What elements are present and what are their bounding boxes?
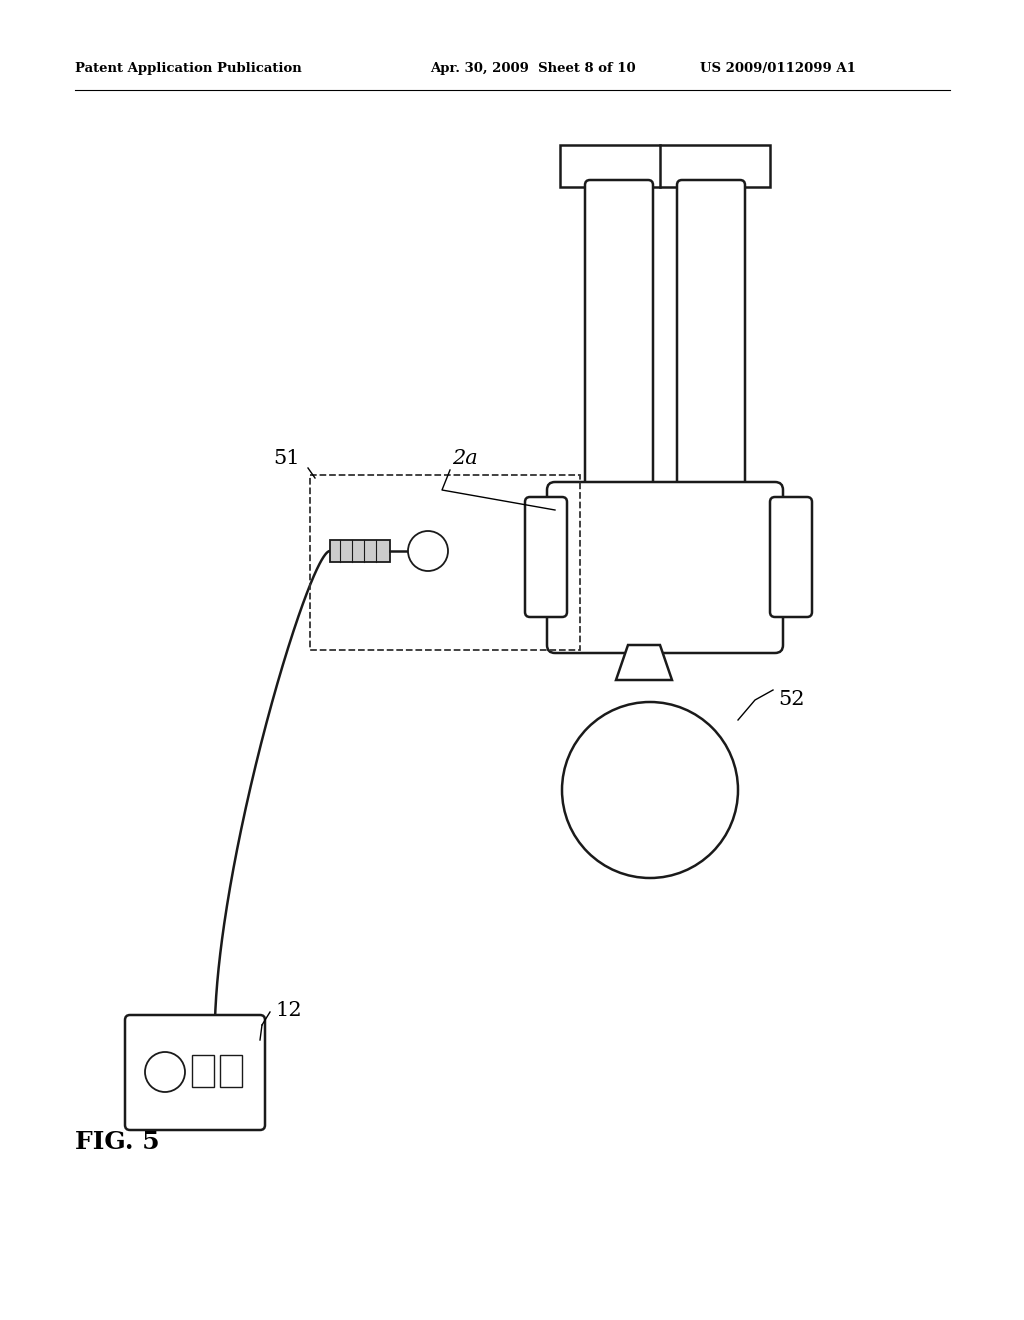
- Text: 12: 12: [275, 1001, 302, 1019]
- FancyBboxPatch shape: [125, 1015, 265, 1130]
- FancyBboxPatch shape: [585, 180, 653, 500]
- Text: 52: 52: [778, 690, 805, 709]
- Bar: [560, 145, 770, 187]
- Circle shape: [408, 531, 449, 572]
- Circle shape: [145, 1052, 185, 1092]
- Bar: [330, 540, 390, 562]
- Text: FIG. 5: FIG. 5: [75, 1130, 160, 1154]
- Text: Apr. 30, 2009  Sheet 8 of 10: Apr. 30, 2009 Sheet 8 of 10: [430, 62, 636, 75]
- Circle shape: [562, 702, 738, 878]
- Bar: [193, 1055, 214, 1086]
- FancyBboxPatch shape: [525, 498, 567, 616]
- Text: Patent Application Publication: Patent Application Publication: [75, 62, 302, 75]
- Text: 51: 51: [273, 449, 300, 469]
- Bar: [310, 475, 580, 649]
- Text: US 2009/0112099 A1: US 2009/0112099 A1: [700, 62, 856, 75]
- Polygon shape: [616, 645, 672, 680]
- Bar: [220, 1055, 242, 1086]
- FancyBboxPatch shape: [770, 498, 812, 616]
- FancyBboxPatch shape: [677, 180, 745, 500]
- Text: 2a: 2a: [452, 449, 478, 469]
- FancyBboxPatch shape: [547, 482, 783, 653]
